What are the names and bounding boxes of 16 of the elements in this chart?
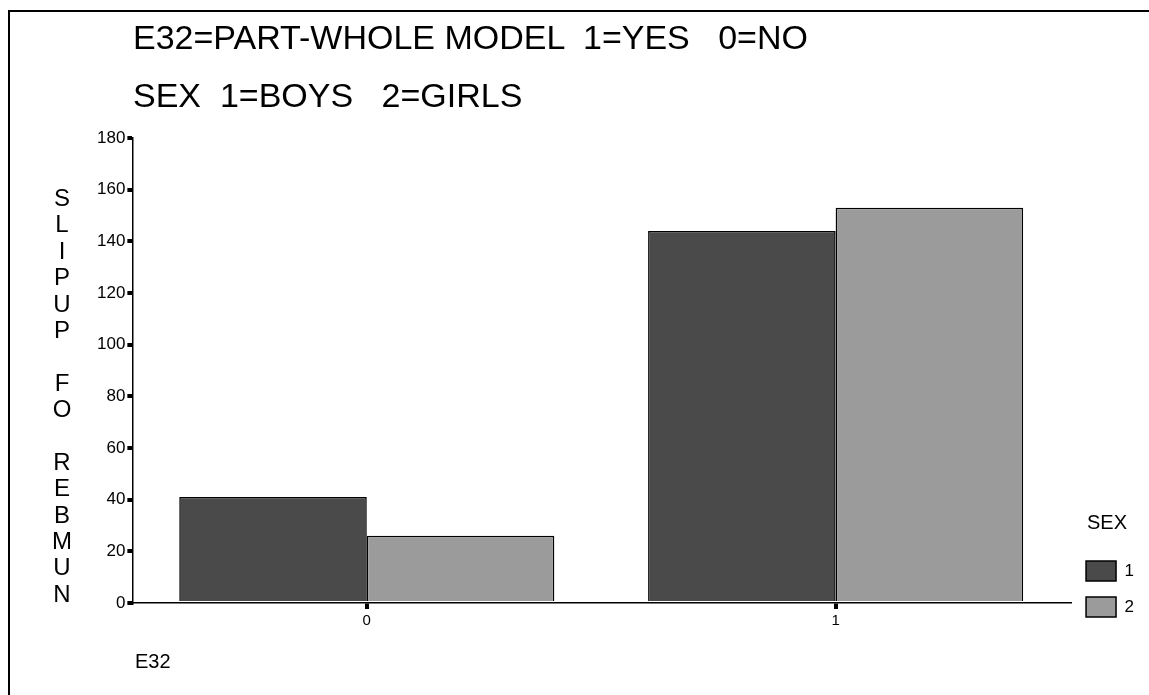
y-tick-label: 0 <box>115 592 126 612</box>
y-tick-label: 180 <box>96 127 126 147</box>
chart-subtitle: SEX 1=BOYS 2=GIRLS <box>133 76 523 115</box>
x-axis-title: E32 <box>135 650 171 673</box>
y-tick-label: 120 <box>96 282 126 302</box>
y-tick-label: 80 <box>106 386 126 406</box>
y-tick-label: 160 <box>96 179 126 199</box>
y-tick-label: 20 <box>106 541 126 561</box>
legend-label: 1 <box>1124 560 1135 580</box>
legend-label: 2 <box>1124 596 1135 616</box>
y-tick-label: 60 <box>106 437 126 457</box>
y-tick-label: 100 <box>96 334 126 354</box>
y-tick-label: 40 <box>106 489 126 509</box>
chart-title: E32=PART-WHOLE MODEL 1=YES 0=NO <box>133 18 808 57</box>
y-tick-label: 140 <box>96 231 126 251</box>
legend-title: SEX <box>1087 510 1128 533</box>
